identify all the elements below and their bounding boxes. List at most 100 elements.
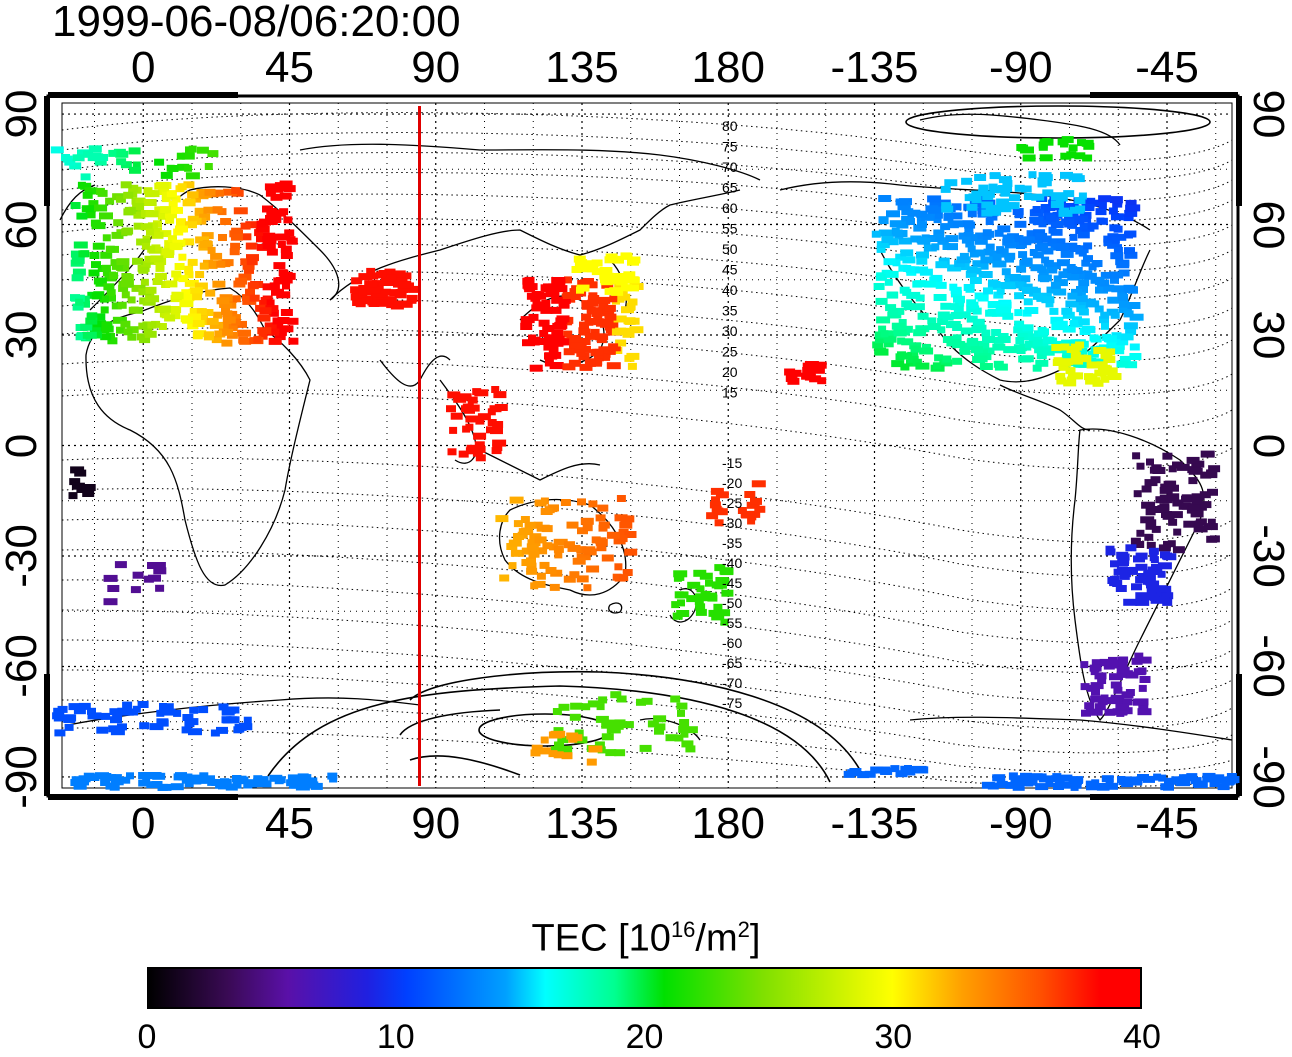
tec-pixel-antarctic	[1053, 783, 1064, 790]
tec-pixel-europe	[144, 330, 157, 338]
tec-pixel-europe	[280, 245, 292, 253]
tec-pixel-antarctic	[54, 729, 66, 737]
tec-pixel-north-america	[1109, 196, 1123, 204]
tec-pixel-north-america	[1002, 312, 1014, 320]
lon-tick-label: 45	[265, 799, 314, 848]
tec-pixel-north-america	[1094, 305, 1104, 313]
tec-pixel-north-america	[992, 260, 1007, 268]
mag-lat-label: -40	[722, 555, 742, 571]
tec-pixel-europe	[188, 145, 197, 153]
tec-pixel-europe	[183, 181, 195, 189]
tec-pixel-east-asia	[551, 362, 564, 369]
tec-pixel-east-asia	[597, 296, 611, 304]
tec-pixel-patagonia	[1134, 652, 1144, 660]
tec-pixel-east-asia	[604, 313, 617, 321]
tec-pixel-caribbean	[1093, 347, 1107, 354]
tec-pixel-canada	[1071, 175, 1085, 183]
tec-pixel-south-america	[1145, 508, 1156, 516]
tec-pixel-europe	[204, 163, 213, 170]
auroral-oval-contours	[267, 105, 1211, 783]
tec-pixel-europe	[235, 277, 248, 285]
tec-pixel-north-america	[1109, 271, 1124, 279]
tec-pixel-north-america	[992, 253, 1002, 261]
tec-pixel-arctic	[1060, 140, 1068, 148]
tec-pixel-east-asia	[605, 347, 616, 355]
tec-pixel-europe	[92, 242, 105, 250]
tec-pixel-south-america	[1167, 493, 1180, 501]
tec-pixel-north-america	[982, 232, 992, 240]
tec-pixel-south-america	[1117, 556, 1130, 564]
tec-pixel-north-america	[950, 290, 962, 298]
tec-pixel-antarctic	[107, 774, 117, 782]
tec-pixel-caribbean	[1075, 341, 1085, 349]
tec-pixel-south-america	[1144, 533, 1154, 541]
tec-pixel-north-america	[1016, 347, 1026, 354]
tec-pixel-north-america	[1113, 246, 1123, 254]
tec-pixel-north-america	[1083, 242, 1093, 250]
tec-pixel-north-america	[876, 272, 885, 280]
tec-pixel-canada	[1074, 197, 1086, 205]
tec-pixel-north-america	[1107, 241, 1120, 249]
tec-pixel-australia	[577, 527, 588, 535]
tec-pixel-antarctic	[552, 708, 562, 715]
tec-pixel-europe	[242, 297, 257, 305]
tec-pixel-europe	[280, 252, 293, 259]
tec-pixel-south-america	[1161, 593, 1170, 600]
tec-pixel-antarctic	[879, 766, 891, 774]
tec-pixel-canada	[971, 190, 982, 198]
tec-pixel-europe	[171, 270, 182, 278]
tec-pixel-europe	[91, 222, 106, 230]
tec-pixel-antarctic	[1086, 783, 1096, 791]
tec-pixel-europe	[80, 182, 92, 190]
tec-pixel-australia	[596, 544, 607, 552]
tec-pixel-patagonia	[1097, 677, 1107, 684]
tec-pixel-north-america	[994, 229, 1004, 237]
tec-pixel-antarctic	[216, 726, 228, 734]
tec-pixel-europe	[192, 293, 203, 301]
tec-pixel-south-america	[1135, 598, 1150, 606]
tec-pixel-canada	[996, 198, 1010, 206]
tec-pixel-north-america	[1005, 255, 1014, 263]
tec-pixel-europe	[121, 273, 132, 280]
colorbar-tick-label: 40	[1123, 1018, 1161, 1056]
tec-pixel-north-america	[959, 252, 969, 260]
tec-pixel-europe	[151, 244, 161, 252]
tec-pixel-north-america	[1048, 226, 1057, 234]
tec-pixel-antarctic	[170, 783, 184, 791]
tec-pixel-southeast-asia	[491, 386, 500, 393]
tec-pixel-north-america	[971, 249, 986, 257]
tec-pixel-patagonia	[1139, 656, 1152, 664]
tec-pixel-europe	[199, 315, 208, 323]
tec-pixel-europe	[70, 294, 80, 302]
tec-pixel-europe	[181, 152, 195, 160]
tec-pixel-north-america	[933, 216, 942, 224]
tec-pixel-north-america	[874, 347, 887, 355]
tec-pixel-north-america	[1123, 322, 1138, 330]
tec-pixel-australia	[614, 563, 623, 571]
tec-pixel-europe	[166, 190, 177, 198]
tec-pixel-north-america	[1100, 279, 1110, 287]
tec-pixel-new-zealand	[715, 577, 729, 584]
tec-pixel-east-asia	[544, 359, 554, 367]
tec-pixel-hawaii	[802, 367, 816, 374]
tec-pixel-north-america	[906, 218, 915, 225]
tec-pixel-east-asia	[626, 352, 640, 360]
tec-pixel-europe	[276, 291, 291, 299]
tec-pixel-north-america	[910, 303, 925, 311]
tec-pixel-north-america	[1050, 221, 1064, 228]
lon-tick-label: -45	[1135, 799, 1199, 848]
tec-pixel-europe	[189, 287, 203, 295]
tec-pixel-north-america	[947, 220, 956, 228]
lat-tick-label: 90	[0, 89, 46, 139]
tec-pixel-australia	[508, 562, 517, 570]
tec-pixel-north-america	[1025, 333, 1037, 341]
tec-pixel-north-america	[952, 334, 962, 342]
tec-pixel-australia	[549, 543, 558, 551]
tec-pixel-australia	[524, 521, 536, 529]
tec-pixel-east-asia	[621, 306, 634, 314]
tec-pixel-patagonia	[1089, 708, 1103, 716]
tec-pixel-north-america	[1067, 273, 1080, 281]
tec-pixel-new-zealand	[696, 585, 705, 593]
tec-pixel-canada	[992, 204, 1002, 212]
tec-pixel-europe	[120, 280, 134, 288]
